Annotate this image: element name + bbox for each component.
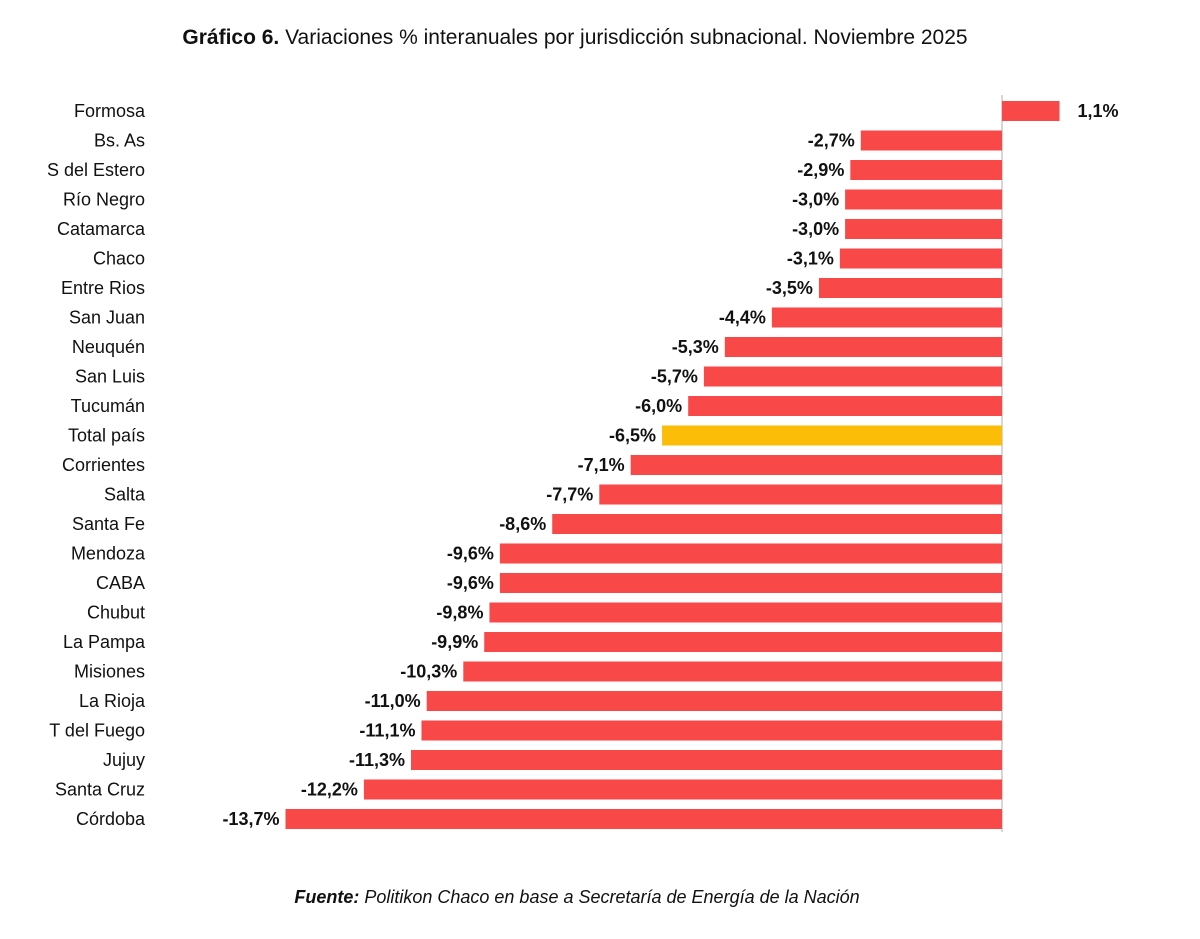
chart-title: Gráfico 6. Variaciones % interanuales po… (182, 26, 967, 49)
bar (1002, 101, 1060, 121)
bar (771, 307, 1002, 328)
value-label: -9,6% (447, 573, 494, 593)
bar (489, 602, 1003, 623)
category-label: Entre Rios (61, 278, 145, 298)
bar (463, 661, 1002, 682)
category-label: CABA (96, 573, 145, 593)
category-label: Total país (68, 425, 145, 445)
source-text: Politikon Chaco en base a Secretaría de … (364, 887, 859, 907)
bar (850, 160, 1002, 180)
bar (662, 425, 1002, 446)
value-label: -2,9% (797, 160, 844, 180)
bar (630, 455, 1002, 475)
category-label: Formosa (74, 101, 146, 121)
value-label: -9,6% (447, 543, 494, 563)
value-label: -10,3% (400, 661, 457, 681)
category-label: Jujuy (103, 750, 145, 770)
source-lead: Fuente: (294, 887, 359, 907)
category-label: Corrientes (62, 455, 145, 475)
value-label: -6,5% (609, 425, 656, 445)
value-label: -7,7% (546, 484, 593, 504)
category-label: Córdoba (76, 809, 146, 829)
bar (499, 543, 1002, 564)
value-label: -7,1% (578, 455, 625, 475)
value-label: -11,3% (349, 750, 405, 770)
category-label: Río Negro (63, 189, 145, 209)
category-label: Neuquén (72, 337, 145, 357)
value-label: 1,1% (1078, 101, 1119, 121)
value-label: -2,7% (808, 130, 855, 150)
value-label: -6,0% (635, 396, 682, 416)
bar (421, 720, 1003, 741)
bar (860, 130, 1002, 151)
value-label: -13,7% (222, 809, 279, 829)
category-label: Tucumán (71, 396, 145, 416)
value-label: -3,0% (792, 219, 839, 239)
bar (688, 396, 1002, 416)
value-label: -3,0% (792, 189, 839, 209)
category-label: Catamarca (57, 219, 146, 239)
value-label: -3,1% (787, 248, 834, 268)
bar (484, 632, 1003, 652)
bar (599, 484, 1002, 505)
bar (363, 779, 1002, 800)
bar (818, 278, 1002, 298)
category-label: Chubut (87, 602, 145, 622)
bar (426, 691, 1002, 711)
category-label: San Juan (69, 307, 145, 327)
category-label: S del Estero (47, 160, 145, 180)
value-label: -12,2% (301, 779, 358, 799)
value-label: -5,7% (651, 366, 698, 386)
value-label: -3,5% (766, 278, 813, 298)
value-label: -4,4% (719, 307, 766, 327)
bar (499, 573, 1002, 593)
value-label: -11,0% (365, 691, 421, 711)
category-label: San Luis (75, 366, 145, 386)
category-label: Salta (104, 484, 146, 504)
value-label: -8,6% (499, 514, 546, 534)
bar (411, 750, 1002, 770)
bar (724, 337, 1002, 357)
bar (703, 366, 1002, 387)
bar (285, 809, 1002, 829)
category-label: Misiones (74, 661, 145, 681)
category-label: Chaco (93, 248, 145, 268)
category-label: Mendoza (71, 543, 146, 563)
category-label: Santa Fe (72, 514, 145, 534)
category-label: La Pampa (63, 632, 146, 652)
bar (552, 514, 1002, 534)
title-text: Variaciones % interanuales por jurisdicc… (285, 26, 968, 49)
category-label: Santa Cruz (55, 779, 145, 799)
bar (845, 219, 1002, 239)
bar (845, 189, 1002, 210)
title-lead: Gráfico 6. (182, 26, 279, 49)
source-note: Fuente: Politikon Chaco en base a Secret… (294, 887, 859, 907)
category-label: T del Fuego (49, 720, 145, 740)
category-label: Bs. As (94, 130, 145, 150)
value-label: -9,9% (431, 632, 478, 652)
value-label: -5,3% (672, 337, 719, 357)
value-label: -9,8% (436, 602, 483, 622)
bar (839, 248, 1002, 269)
value-label: -11,1% (359, 720, 415, 740)
category-label: La Rioja (79, 691, 146, 711)
